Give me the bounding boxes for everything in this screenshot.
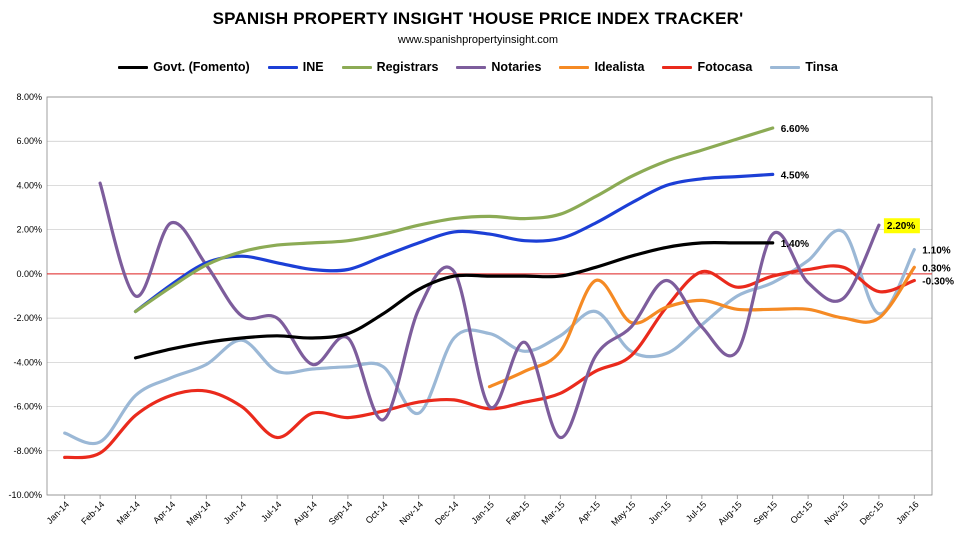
chart-subtitle: www.spanishpropertyinsight.com [397,34,559,46]
x-tick-label: Jun-15 [646,499,673,526]
y-tick-label: -8.00% [13,446,42,456]
legend-label: Notaries [491,60,542,74]
x-tick-label: Aug-14 [291,499,319,527]
y-tick-label: -10.00% [8,490,42,500]
x-tick-label: Jan-16 [894,499,921,526]
end-label: -0.30% [922,277,954,288]
y-tick-label: -4.00% [13,357,42,367]
legend-item: Tinsa [770,60,838,74]
x-tick-label: Nov-14 [398,499,426,527]
x-tick-label: Dec-15 [858,499,886,527]
x-tick-label: Jul-15 [684,499,708,523]
y-tick-label: 0.00% [16,269,42,279]
legend-item: Idealista [559,60,644,74]
end-label: 1.10% [922,246,950,257]
legend-swatch [456,65,487,69]
chart-title: SPANISH PROPERTY INSIGHT 'HOUSE PRICE IN… [212,9,744,28]
end-label: 2.20% [887,221,915,232]
x-tick-label: Mar-15 [539,499,566,526]
x-tick-label: Nov-15 [822,499,850,527]
legend-item: Registrars [341,60,439,74]
x-tick-label: Jan-15 [469,499,496,526]
x-tick-label: Jun-14 [222,499,249,526]
x-tick-label: Mar-14 [115,499,142,526]
legend-swatch [341,65,372,69]
legend-item: Notaries [456,60,541,74]
y-tick-label: 2.00% [16,225,42,235]
x-tick-label: Apr-14 [151,499,177,525]
y-tick-label: -6.00% [13,402,42,412]
plot-border [46,96,933,496]
y-tick-label: 4.00% [16,180,42,190]
y-tick-label: -2.00% [13,313,42,323]
chart-legend: Govt. (Fomento) INE Registrars Notaries Idea… [0,60,956,74]
legend-swatch [118,65,149,69]
end-label: 6.60% [781,124,809,135]
legend-swatch [559,65,590,69]
legend-label: Fotocasa [697,60,753,74]
x-tick-label: Sep-14 [327,499,355,527]
legend-swatch [770,65,801,69]
series-line [98,181,881,440]
series-line [487,265,916,389]
legend-label: Idealista [594,60,645,74]
x-tick-label: Oct-15 [788,499,814,525]
end-label: 1.40% [781,239,809,250]
x-tick-label: Jul-14 [259,499,283,523]
label-highlight [883,218,920,234]
end-label: 4.50% [781,170,809,181]
legend-label: INE [302,60,324,74]
series-line [133,240,775,360]
legend-label: Govt. (Fomento) [153,60,250,74]
x-tick-label: May-14 [184,499,212,527]
y-tick-label: 6.00% [16,136,42,146]
series-line [63,264,916,460]
legend-swatch [267,65,298,69]
legend-item: Govt. (Fomento) [118,60,250,74]
x-tick-label: Sep-15 [752,499,780,527]
x-tick-label: Feb-15 [504,499,531,526]
legend-label: Tinsa [805,60,838,74]
legend-item: Fotocasa [662,60,752,74]
x-tick-label: Dec-14 [433,499,461,527]
legend-item: INE [267,60,324,74]
x-tick-label: Oct-14 [364,499,390,525]
series-line [133,126,775,314]
x-tick-label: Feb-14 [79,499,106,526]
legend-swatch [662,65,693,69]
series-line [63,228,916,445]
x-tick-label: Aug-15 [716,499,744,527]
legend-label: Registrars [376,60,439,74]
series-line [133,172,775,314]
x-tick-label: Jan-14 [45,499,72,526]
y-tick-label: 8.00% [16,92,42,102]
x-tick-label: Apr-15 [576,499,602,525]
end-label: 0.30% [922,263,950,274]
x-tick-label: May-15 [609,499,637,527]
